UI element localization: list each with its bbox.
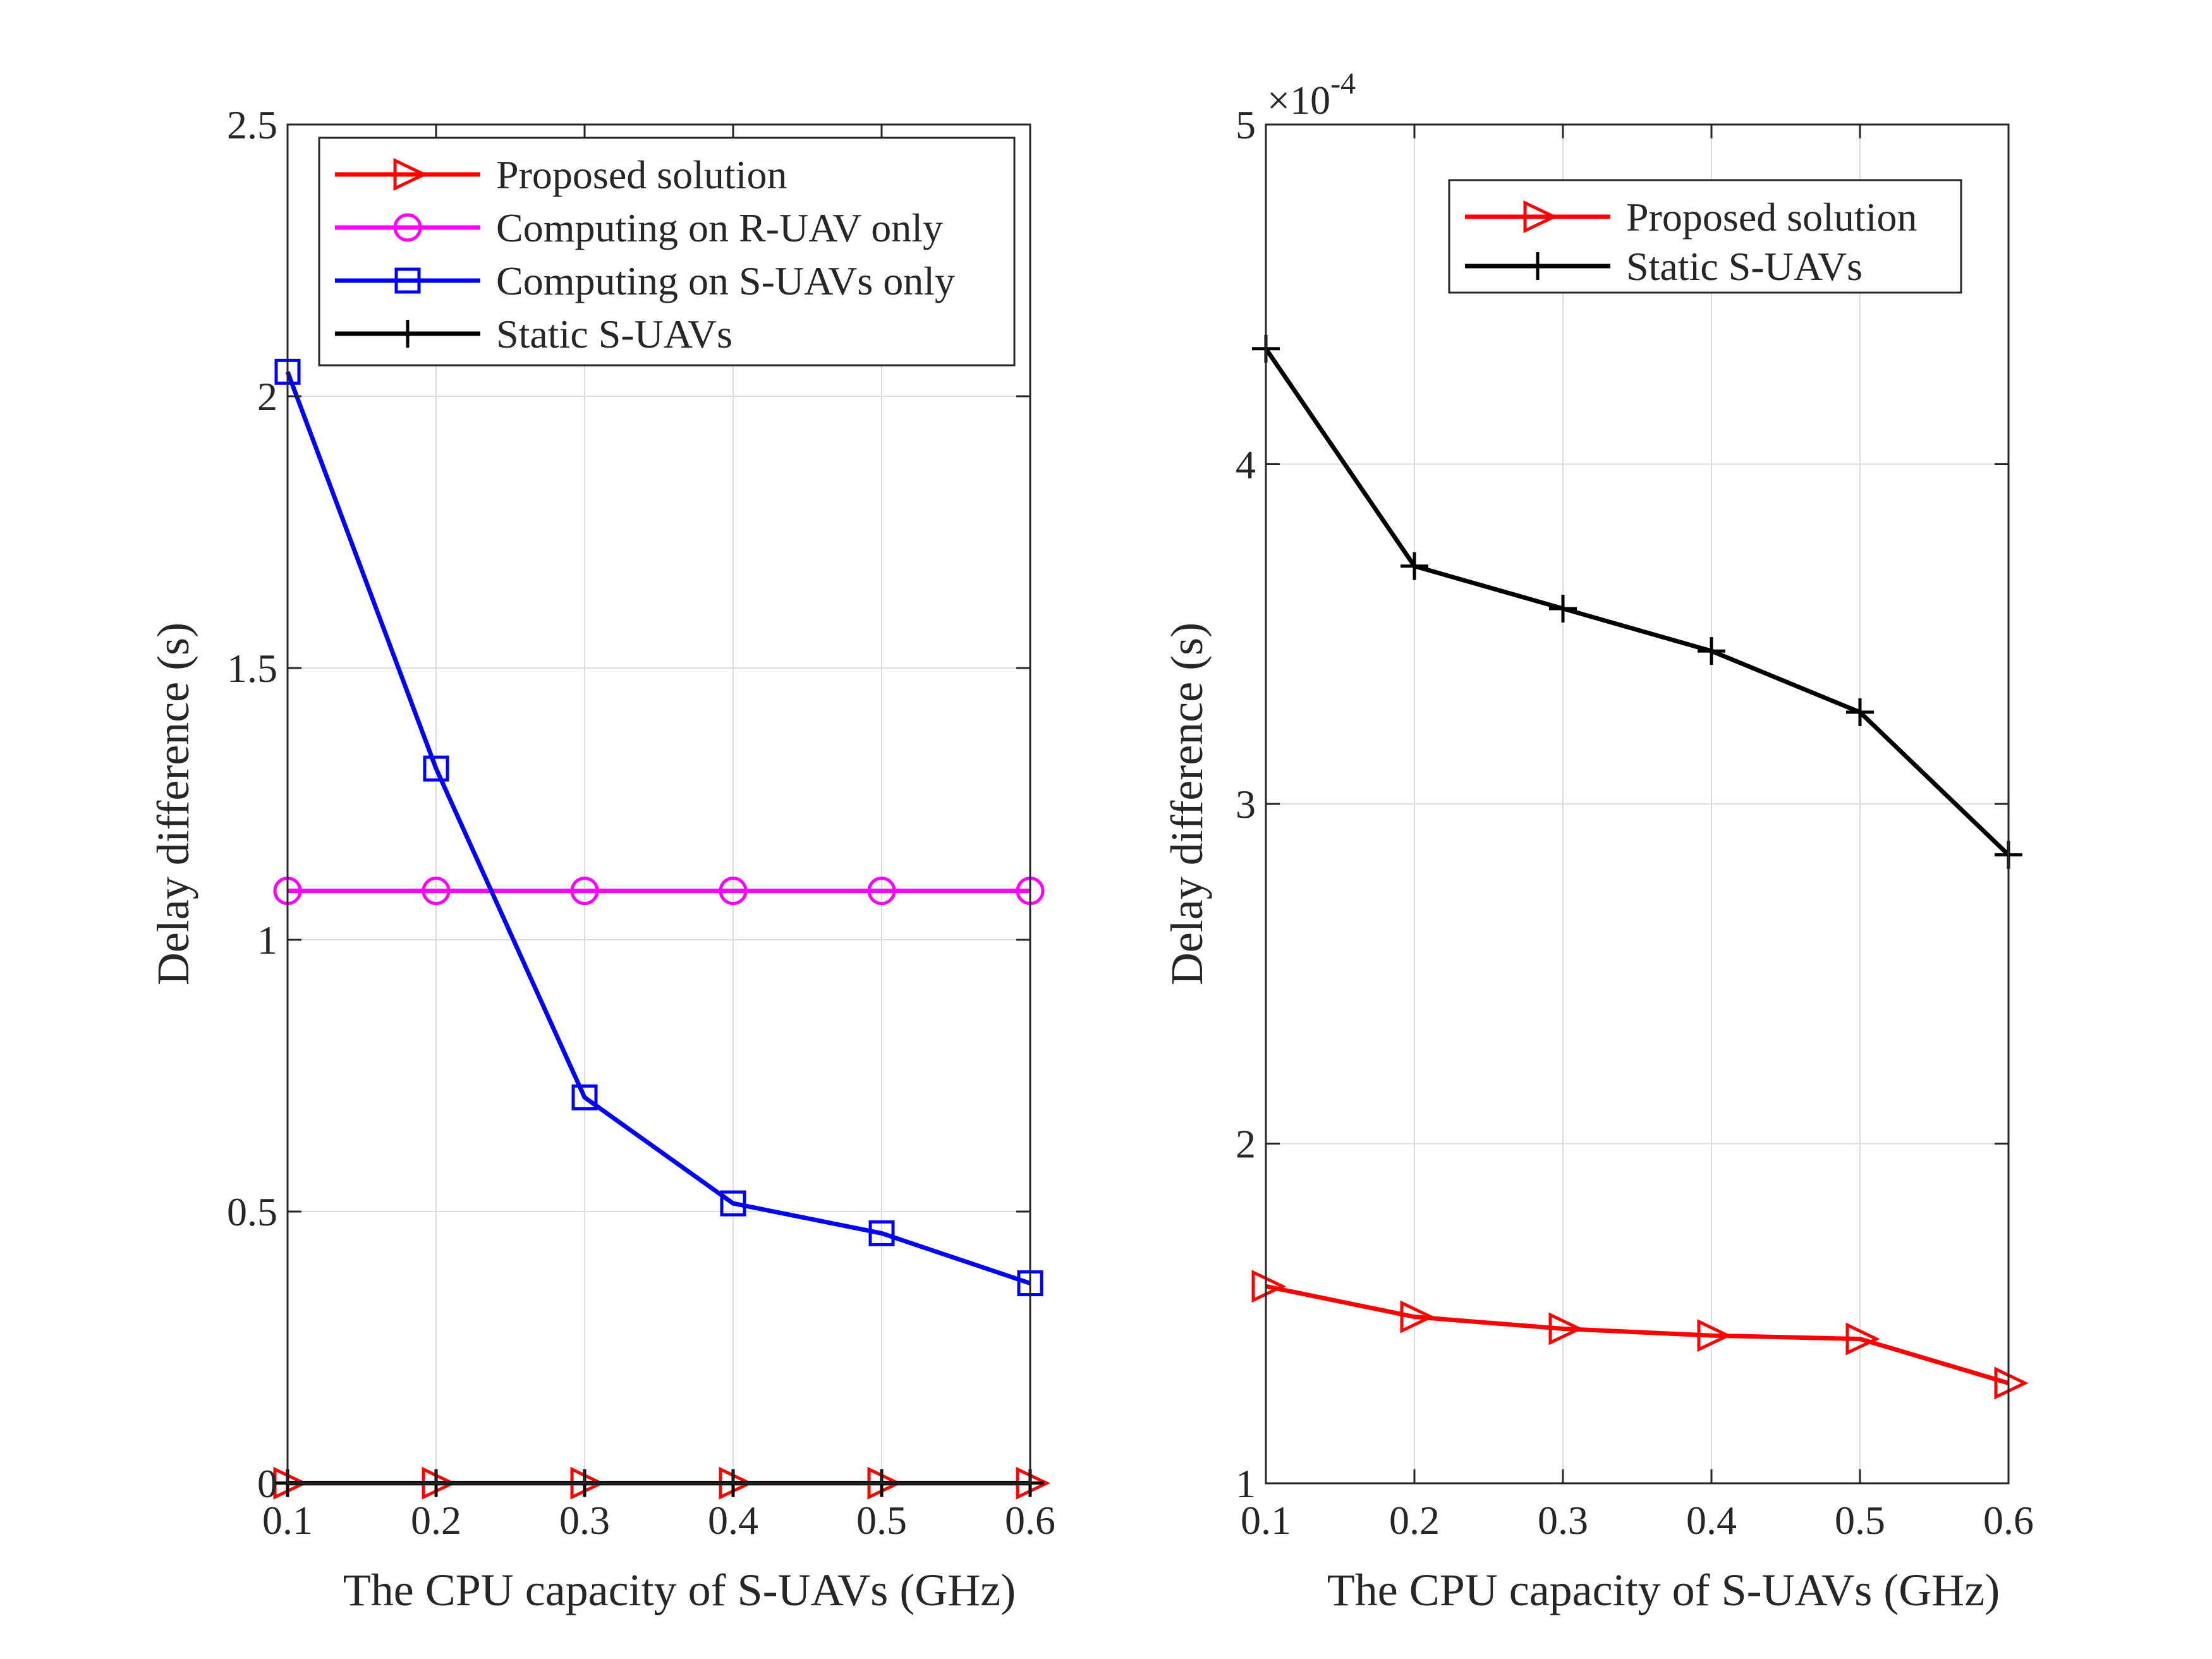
- right-y-tick-label: 4: [1236, 442, 1256, 487]
- left-y-tick-label: 0: [257, 1461, 277, 1506]
- right-data-point-proposed-solution: [1400, 1300, 1435, 1334]
- right-x-axis-label: The CPU capacity of S-UAVs (GHz): [1327, 1565, 2000, 1615]
- left-x-tick-label: 0.6: [1005, 1498, 1055, 1543]
- right-data-point-static-s-uavs: [1549, 594, 1577, 623]
- left-legend-marker-proposed-solution: [393, 158, 428, 191]
- left-legend-label-proposed-solution: Proposed solution: [496, 152, 787, 197]
- right-tick-labels: 0.1 0.2 0.3 0.4 0.5 0.6 1 2 3 4 5: [1236, 102, 2034, 1543]
- left-y-tick-label: 0.5: [227, 1189, 277, 1234]
- right-x-tick-label: 0.5: [1835, 1498, 1885, 1543]
- left-data-point-computing-on-r-uav-only: [867, 877, 896, 906]
- right-data-point-proposed-solution: [1994, 1366, 2029, 1400]
- right-x-tick-label: 0.2: [1389, 1498, 1440, 1543]
- left-x-tick-label: 0.5: [856, 1498, 907, 1543]
- left-y-tick-label: 1: [257, 918, 277, 963]
- right-x-tick-label: 0.3: [1538, 1498, 1588, 1543]
- right-series-line-static-s-uavs: [1264, 347, 2010, 857]
- left-x-tick-label: 0.2: [411, 1498, 461, 1543]
- right-data-point-proposed-solution: [1845, 1322, 1880, 1356]
- left-legend-marker-static-s-uavs: [394, 320, 422, 348]
- right-data-point-proposed-solution: [1251, 1270, 1286, 1303]
- left-chart: 0.1 0.2 0.3 0.4 0.5 0.6 0 0.5 1 1.5 2 2.5 The CPU c…: [148, 102, 1055, 1615]
- left-series-line-computing-on-s-uavs-only: [285, 371, 1031, 1285]
- left-legend-label-static-s-uavs: Static S-UAVs: [496, 312, 732, 356]
- left-legend-marker-computing-on-s-uavs-only: [394, 267, 421, 294]
- right-legend-box: [1448, 179, 1962, 294]
- left-tick-labels: 0.1 0.2 0.3 0.4 0.5 0.6 0 0.5 1 1.5 2 2.5: [227, 102, 1055, 1543]
- right-x-tick-label: 0.1: [1241, 1498, 1291, 1543]
- left-x-axis-label: The CPU capacity of S-UAVs (GHz): [343, 1565, 1016, 1615]
- left-data-point-computing-on-r-uav-only: [570, 877, 599, 906]
- right-ticks: [1265, 123, 2010, 1485]
- left-legend-marker-computing-on-r-uav-only: [393, 213, 422, 242]
- right-legend-label-proposed-solution: Proposed solution: [1626, 195, 1917, 240]
- left-y-tick-label: 1.5: [227, 646, 277, 691]
- right-y-tick-label: 3: [1236, 782, 1256, 827]
- right-data-point-proposed-solution: [1548, 1312, 1583, 1346]
- left-data-point-computing-on-s-uavs-only: [423, 755, 449, 782]
- left-x-tick-label: 0.3: [559, 1498, 610, 1543]
- left-data-point-computing-on-r-uav-only: [422, 877, 451, 906]
- left-data-point-computing-on-s-uavs-only: [571, 1084, 598, 1110]
- right-y-tick-label: 2: [1236, 1122, 1256, 1167]
- right-legend-marker-proposed-solution: [1523, 200, 1558, 233]
- left-legend-label-computing-on-s-uavs-only: Computing on S-UAVs only: [496, 258, 955, 303]
- left-data-point-computing-on-r-uav-only: [719, 877, 748, 906]
- left-y-tick-label: 2.5: [227, 102, 277, 147]
- right-x-tick-label: 0.6: [1983, 1498, 2034, 1543]
- left-axes-box: [286, 123, 1031, 1485]
- right-y-tick-label: 5: [1236, 102, 1256, 147]
- left-x-tick-label: 0.4: [708, 1498, 758, 1543]
- left-data-point-computing-on-s-uavs-only: [868, 1220, 895, 1246]
- right-y-tick-label: 1: [1236, 1461, 1256, 1506]
- right-data-point-static-s-uavs: [1401, 552, 1428, 580]
- right-y-exponent: ×10-4: [1267, 67, 1356, 123]
- left-legend: Proposed solution Computing on R-UAV only…: [318, 137, 1016, 367]
- right-data-point-static-s-uavs: [1698, 637, 1725, 665]
- left-ticks: [286, 123, 1031, 1485]
- left-legend-label-computing-on-r-uav-only: Computing on R-UAV only: [496, 205, 943, 250]
- right-series-line-proposed-solution: [1265, 1284, 2009, 1385]
- right-data-point-proposed-solution: [1697, 1319, 1732, 1352]
- left-y-axis-label: Delay difference (s): [148, 623, 198, 985]
- left-y-tick-label: 2: [257, 374, 277, 419]
- right-legend-marker-static-s-uavs: [1524, 252, 1552, 280]
- left-data-point-computing-on-s-uavs-only: [720, 1190, 746, 1217]
- right-chart: 0.1 0.2 0.3 0.4 0.5 0.6 1 2 3 4 5 ×10-4 The CPU ca…: [1162, 67, 2034, 1615]
- right-x-tick-label: 0.4: [1686, 1498, 1737, 1543]
- right-y-axis-label: Delay difference (s): [1162, 623, 1212, 985]
- right-legend-label-static-s-uavs: Static S-UAVs: [1626, 244, 1863, 289]
- right-data-point-static-s-uavs: [1846, 698, 1874, 726]
- left-x-tick-label: 0.1: [262, 1498, 313, 1543]
- right-series-group: [1251, 334, 2029, 1400]
